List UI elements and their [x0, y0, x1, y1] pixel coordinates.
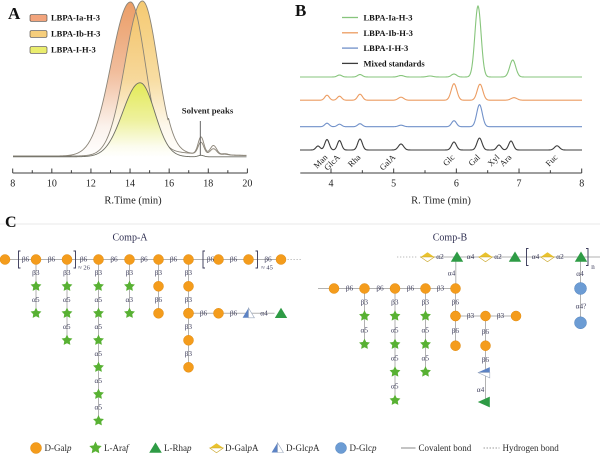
- svg-text:LBPA-I-H-3: LBPA-I-H-3: [364, 43, 409, 53]
- svg-text:β6: β6: [230, 255, 238, 264]
- svg-text:β6: β6: [140, 255, 148, 264]
- svg-text:B: B: [295, 1, 306, 20]
- svg-text:4: 4: [329, 179, 334, 190]
- svg-text:LBPA-Ia-H-3: LBPA-Ia-H-3: [51, 13, 100, 23]
- svg-text:β6: β6: [200, 308, 208, 317]
- svg-text:β3: β3: [391, 297, 399, 306]
- svg-text:α4: α4: [448, 268, 456, 277]
- svg-text:β6: β6: [22, 255, 30, 264]
- svg-text:α4: α4: [532, 252, 540, 261]
- svg-text:L-Rhap: L-Rhap: [164, 443, 192, 453]
- svg-text:LBPA-Ia-H-3: LBPA-Ia-H-3: [364, 13, 413, 23]
- svg-text:α5: α5: [95, 322, 103, 331]
- svg-text:A: A: [8, 4, 21, 23]
- svg-text:α4: α4: [576, 269, 584, 278]
- svg-text:β3: β3: [185, 295, 193, 304]
- svg-text:7: 7: [517, 179, 522, 190]
- svg-text:β3: β3: [32, 268, 40, 277]
- svg-text:β6: β6: [452, 297, 460, 306]
- svg-text:α5: α5: [95, 295, 103, 304]
- svg-text:LBPA-I-H-3: LBPA-I-H-3: [51, 45, 96, 55]
- svg-text:LBPA-Ib-H-3: LBPA-Ib-H-3: [364, 28, 413, 38]
- svg-text:α5: α5: [391, 325, 399, 334]
- svg-text:α2: α2: [494, 252, 502, 261]
- svg-text:α4: α4: [260, 308, 268, 317]
- svg-text:β6: β6: [155, 295, 163, 304]
- svg-text:α5: α5: [95, 349, 103, 358]
- svg-text:β3: β3: [95, 268, 103, 277]
- svg-text:D-GalpA: D-GalpA: [225, 443, 259, 453]
- svg-text:20: 20: [242, 179, 252, 190]
- svg-text:α5: α5: [32, 295, 40, 304]
- svg-text:β3: β3: [185, 349, 193, 358]
- svg-text:α5: α5: [95, 403, 103, 412]
- svg-text:R. Time (min): R. Time (min): [411, 195, 471, 206]
- svg-text:β3: β3: [155, 268, 163, 277]
- svg-text:β3: β3: [126, 268, 134, 277]
- svg-text:β6: β6: [482, 327, 490, 336]
- svg-text:6: 6: [454, 179, 459, 190]
- svg-text:β3: β3: [361, 297, 369, 306]
- svg-text:α2: α2: [556, 252, 564, 261]
- svg-text:β6: β6: [264, 255, 272, 264]
- svg-text:C: C: [5, 214, 17, 231]
- svg-text:α3: α3: [126, 295, 134, 304]
- svg-text:β6: β6: [207, 255, 215, 264]
- svg-text:12: 12: [86, 179, 96, 190]
- svg-text:Comp-A: Comp-A: [113, 233, 149, 244]
- svg-text:18: 18: [203, 179, 213, 190]
- svg-text:Mixed standards: Mixed standards: [364, 58, 426, 68]
- svg-text:L-Araf: L-Araf: [104, 443, 130, 453]
- svg-text:≈ 45: ≈ 45: [261, 265, 273, 272]
- svg-text:β6: β6: [230, 308, 238, 317]
- svg-text:β6: β6: [482, 355, 490, 364]
- svg-text:Covalent bond: Covalent bond: [419, 443, 472, 453]
- svg-text:α5: α5: [361, 325, 369, 334]
- svg-text:D-Galp: D-Galp: [45, 443, 73, 453]
- svg-text:Solvent peaks: Solvent peaks: [182, 106, 234, 116]
- svg-text:≈ 26: ≈ 26: [78, 265, 90, 272]
- svg-text:β3: β3: [467, 311, 475, 320]
- svg-text:R.Time (min): R.Time (min): [104, 195, 162, 206]
- svg-text:5: 5: [391, 179, 396, 190]
- svg-text:β3: β3: [63, 268, 71, 277]
- svg-text:n: n: [591, 263, 595, 271]
- svg-text:β3: β3: [497, 311, 505, 320]
- svg-text:α5: α5: [63, 295, 71, 304]
- svg-text:α5: α5: [95, 376, 103, 385]
- svg-text:β3: β3: [185, 322, 193, 331]
- svg-text:α5: α5: [391, 353, 399, 362]
- svg-text:β3: β3: [185, 268, 193, 277]
- svg-text:β3: β3: [437, 284, 445, 293]
- svg-text:β6: β6: [80, 255, 88, 264]
- svg-text:α5: α5: [391, 381, 399, 390]
- svg-text:α5: α5: [422, 325, 430, 334]
- svg-text:β6: β6: [452, 326, 460, 335]
- svg-text:α4?: α4?: [576, 301, 587, 310]
- svg-text:β6: β6: [110, 255, 118, 264]
- svg-text:β6: β6: [346, 284, 354, 293]
- svg-text:β6: β6: [407, 284, 415, 293]
- svg-text:α4: α4: [477, 385, 485, 394]
- svg-text:α2: α2: [436, 252, 444, 261]
- svg-text:LBPA-Ib-H-3: LBPA-Ib-H-3: [51, 29, 100, 39]
- svg-text:β6: β6: [376, 284, 384, 293]
- svg-text:α5: α5: [422, 353, 430, 362]
- svg-text:Hydrogen bond: Hydrogen bond: [503, 443, 560, 453]
- svg-text:10: 10: [47, 179, 57, 190]
- svg-text:α4: α4: [467, 252, 475, 261]
- svg-text:8: 8: [579, 179, 584, 190]
- svg-text:Comp-B: Comp-B: [433, 233, 468, 244]
- svg-text:14: 14: [125, 179, 135, 190]
- svg-text:β6: β6: [48, 255, 56, 264]
- svg-text:α5: α5: [63, 322, 71, 331]
- svg-text:D-GlcpA: D-GlcpA: [286, 443, 320, 453]
- svg-text:D-Glcp: D-Glcp: [350, 443, 378, 453]
- svg-text:8: 8: [10, 179, 15, 190]
- svg-text:β6: β6: [170, 255, 178, 264]
- svg-text:16: 16: [164, 179, 174, 190]
- svg-text:β3: β3: [422, 297, 430, 306]
